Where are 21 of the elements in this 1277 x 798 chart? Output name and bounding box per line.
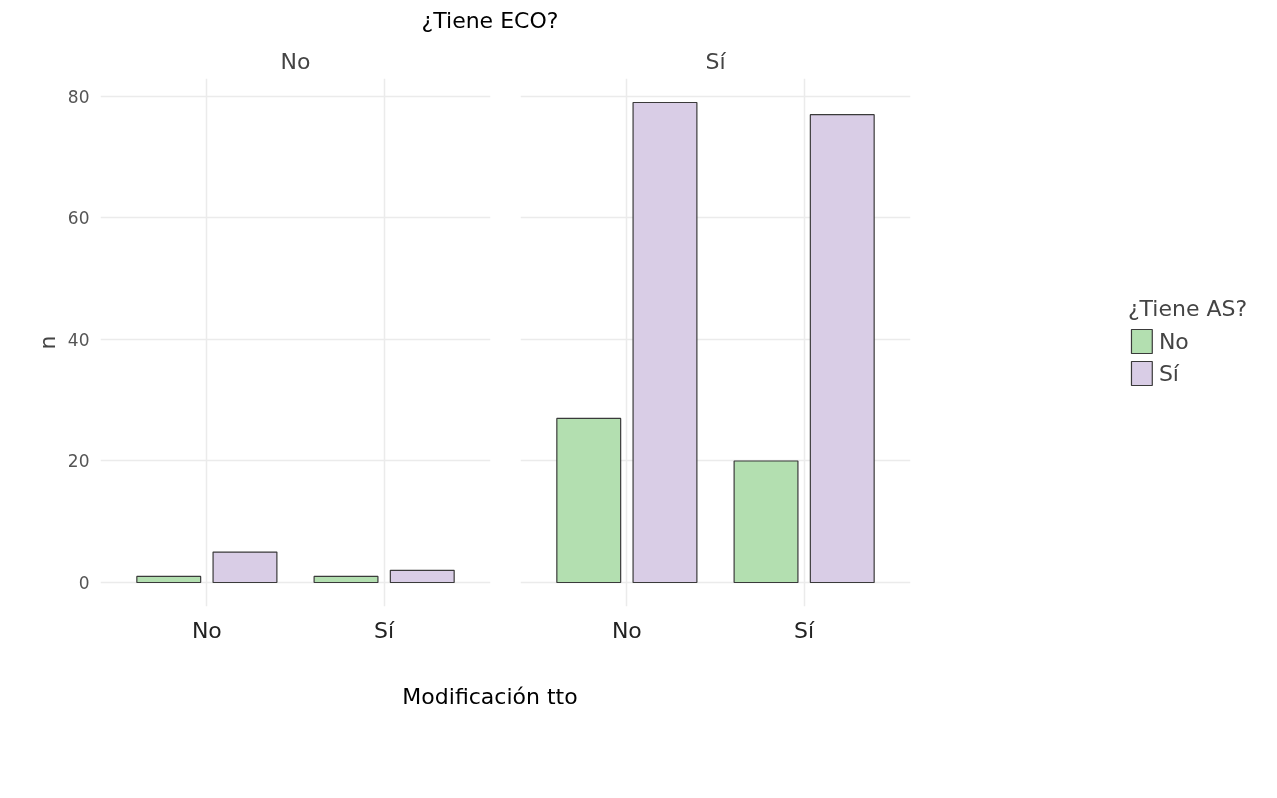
- legend-label: No: [1158, 328, 1189, 354]
- y-tick-label: 0: [78, 573, 90, 594]
- bar: [632, 102, 698, 584]
- y-axis-title: n: [34, 335, 60, 350]
- bar: [556, 418, 622, 584]
- chart-title: Sí: [705, 48, 727, 74]
- legend-title: ¿Tiene AS?: [1127, 296, 1248, 322]
- bar: [733, 460, 799, 584]
- x-tick-label: Sí: [374, 617, 396, 643]
- x-axis-title: Modificación tto: [402, 683, 578, 712]
- chart-title: No: [280, 48, 311, 74]
- y-tick-label: 40: [67, 330, 90, 351]
- x-tick-label: No: [611, 617, 642, 643]
- legend-label: Sí: [1158, 360, 1179, 386]
- y-tick-label: 20: [67, 451, 90, 472]
- bar: [809, 114, 875, 584]
- text: ¿Tiene ECO?: [421, 7, 559, 35]
- x-tick-label: No: [191, 617, 222, 643]
- y-tick-label: 60: [67, 208, 90, 229]
- x-tick-label: Sí: [794, 617, 816, 643]
- y-tick-label: 80: [67, 87, 90, 108]
